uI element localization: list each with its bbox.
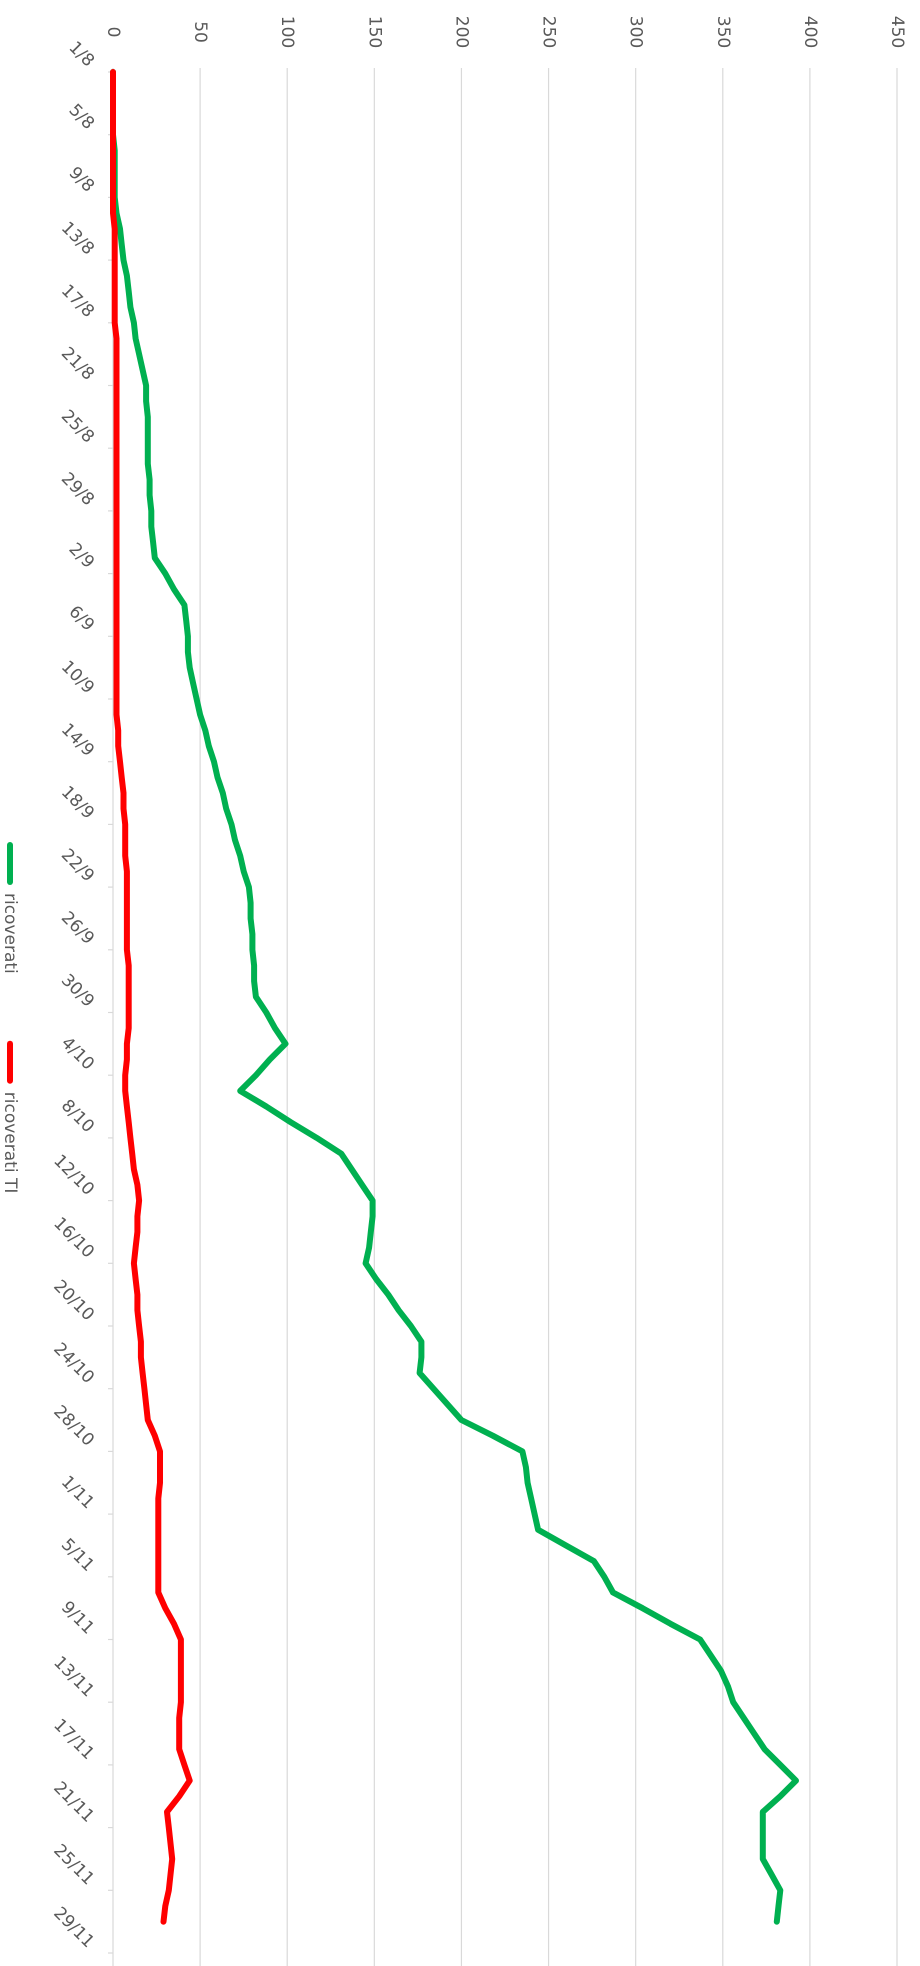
x-tick-label: 8/10 (57, 1096, 98, 1137)
x-tick-label: 30/9 (57, 970, 98, 1011)
x-tick-label: 17/11 (49, 1715, 98, 1764)
x-tick-label: 1/11 (57, 1472, 98, 1513)
x-tick-label: 18/9 (57, 782, 98, 823)
x-tick-label: 17/8 (57, 281, 98, 322)
x-tick-label: 13/11 (49, 1652, 98, 1701)
x-tick-label: 13/8 (57, 218, 98, 259)
legend-label: ricoverati (0, 893, 20, 974)
y-tick-label: 400 (800, 16, 820, 48)
x-tick-label: 1/8 (65, 38, 98, 71)
y-tick-label: 250 (539, 16, 559, 48)
x-tick-label: 2/9 (65, 539, 98, 572)
x-tick-label: 20/10 (49, 1276, 98, 1325)
y-tick-label: 300 (626, 16, 646, 48)
y-tick-label: 200 (451, 16, 471, 48)
x-tick-label: 9/11 (57, 1597, 98, 1638)
x-tick-label: 5/8 (65, 100, 98, 133)
x-tick-label: 29/8 (57, 469, 98, 510)
x-tick-label: 26/9 (57, 908, 98, 949)
x-tick-label: 25/11 (49, 1841, 98, 1890)
y-tick-label: 450 (887, 16, 907, 48)
y-tick-label: 350 (713, 16, 733, 48)
series-line (110, 69, 799, 1925)
x-tick-label: 25/8 (57, 406, 98, 447)
x-tick-label: 28/10 (49, 1402, 98, 1451)
y-tick-label: 100 (277, 16, 297, 48)
legend-label: ricoverati TI (0, 1092, 20, 1194)
x-tick-label: 29/11 (49, 1903, 98, 1952)
y-tick-label: 50 (190, 21, 210, 43)
x-tick-label: 5/11 (57, 1535, 98, 1576)
x-tick-label: 10/9 (57, 657, 98, 698)
x-tick-label: 14/9 (57, 720, 98, 761)
x-tick-label: 21/8 (57, 343, 98, 384)
x-tick-label: 12/10 (49, 1151, 98, 1200)
x-tick-label: 9/8 (65, 163, 98, 196)
x-tick-label: 24/10 (49, 1339, 98, 1388)
x-tick-label: 16/10 (49, 1214, 98, 1263)
x-tick-label: 6/9 (65, 602, 98, 635)
x-tick-label: 21/11 (49, 1778, 98, 1827)
x-tick-label: 4/10 (57, 1033, 98, 1074)
y-tick-label: 150 (364, 16, 384, 48)
x-tick-label: 22/9 (57, 845, 98, 886)
series-line (110, 69, 193, 1925)
y-tick-label: 0 (103, 27, 123, 38)
